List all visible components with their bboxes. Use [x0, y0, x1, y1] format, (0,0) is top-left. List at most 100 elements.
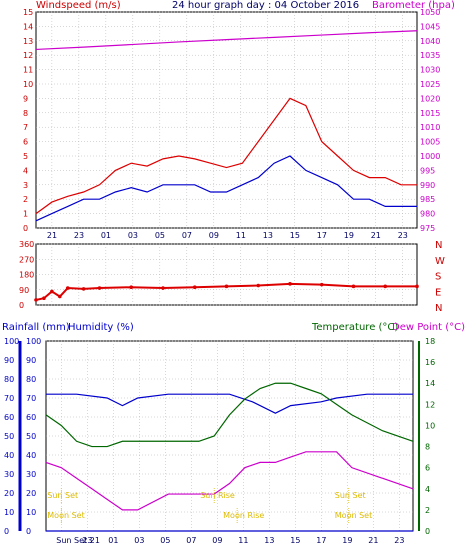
- panel3-x-tick-label: Sun Set 21: [56, 536, 100, 545]
- panel1-right-axis-title: Barometer (hpa): [372, 0, 455, 11]
- panel1-y-right-tick-label: 975: [420, 224, 435, 233]
- panel1-y-left-tick-label: 9: [23, 94, 28, 103]
- rainfall-tick-label: 0: [4, 527, 9, 536]
- panel2-y-tick-label: 180: [19, 271, 34, 280]
- rainfall-tick-label: 30: [4, 470, 14, 479]
- rainfall-tick-label: 10: [4, 508, 14, 517]
- temperature-tick-label: 10: [425, 421, 435, 430]
- panel2-compass-label: E: [435, 287, 441, 298]
- rainfall-tick-label: 80: [4, 375, 14, 384]
- panel3-x-tick-label: 09: [212, 536, 222, 545]
- humidity-tick-label: 30: [26, 470, 36, 479]
- wind-direction-trace: [35, 282, 417, 301]
- panel1-x-tick-label: 11: [236, 231, 246, 240]
- panel1-x-tick-label: 17: [317, 231, 327, 240]
- astro-annotation-label: Moon Set: [47, 511, 84, 520]
- panel1-y-right-tick-label: 1045: [420, 22, 440, 31]
- panel1-y-left-tick-label: 2: [23, 195, 28, 204]
- panel3-x-tick-label: 23: [394, 536, 404, 545]
- panel1-x-tick-label: 21: [47, 231, 57, 240]
- rainfall-tick-label: 50: [4, 432, 14, 441]
- panel3-x-tick-label: 17: [316, 536, 326, 545]
- panel1-y-right-tick-label: 1015: [420, 109, 440, 118]
- panel1-y-right-tick-label: 1050: [420, 8, 440, 17]
- humidity-tick-label: 10: [26, 508, 36, 517]
- humidity-tick-label: 20: [26, 489, 36, 498]
- rainfall-tick-label: 70: [4, 394, 14, 403]
- panel1-y-right-tick-label: 1030: [420, 66, 440, 75]
- panel1-y-left-tick-label: 15: [23, 8, 33, 17]
- windspeed-line: [35, 97, 417, 215]
- panel1-x-tick-label: 01: [101, 231, 111, 240]
- humidity-tick-label: 80: [26, 375, 36, 384]
- humidity-tick-label: 70: [26, 394, 36, 403]
- panel3-x-tick-label: 03: [134, 536, 144, 545]
- panel1-y-left-tick-label: 7: [23, 123, 28, 132]
- rainfall-tick-label: 40: [4, 451, 14, 460]
- temperature-tick-label: 8: [425, 443, 430, 452]
- panel2-compass-label: N: [435, 240, 442, 251]
- panel1-y-right-tick-label: 995: [420, 166, 435, 175]
- temperature-tick-label: 12: [425, 400, 435, 409]
- panel2-compass-label: S: [435, 272, 441, 283]
- panel1-y-right-tick-label: 1020: [420, 94, 440, 103]
- panel1-y-left-tick-label: 13: [23, 37, 33, 46]
- panel1-y-left-tick-label: 14: [23, 22, 33, 31]
- temperature-tick-label: 0: [425, 527, 430, 536]
- temperature-tick-label: 16: [425, 358, 435, 367]
- panel2-y-tick-label: 270: [19, 255, 34, 264]
- panel3-x-tick-label: 19: [342, 536, 352, 545]
- rainfall-tick-label: 100: [4, 337, 19, 346]
- panel1-y-left-tick-label: 0: [23, 224, 28, 233]
- panel1-frame: [35, 11, 418, 229]
- panel1-x-tick-label: 19: [344, 231, 354, 240]
- panel1-left-axis-title: Windspeed (m/s): [36, 0, 121, 11]
- panel1-x-tick-label: 13: [263, 231, 273, 240]
- panel1-x-tick-label: 07: [182, 231, 192, 240]
- panel1-y-left-tick-label: 4: [23, 166, 28, 175]
- dewpoint-line: [45, 451, 414, 511]
- panel3-x-tick-label: 07: [186, 536, 196, 545]
- panel1-x-tick-label: 21: [371, 231, 381, 240]
- humidity-tick-label: 100: [26, 337, 41, 346]
- astro-annotation-label: Sun Rise: [200, 491, 235, 500]
- panel2-compass-label: N: [435, 303, 442, 314]
- panel1-y-right-tick-label: 990: [420, 181, 435, 190]
- humidity-tick-label: 60: [26, 413, 36, 422]
- panel1-y-left-tick-label: 6: [23, 138, 28, 147]
- panel1-y-right-tick-label: 1010: [420, 123, 440, 132]
- rainfall-tick-label: 60: [4, 413, 14, 422]
- panel1-x-tick-label: 05: [155, 231, 165, 240]
- panel2-compass-label: W: [435, 256, 445, 267]
- panel1-y-right-tick-label: 1035: [420, 51, 440, 60]
- humidity-axis-title: Humidity (%): [68, 322, 134, 333]
- panel1-y-left-tick-label: 3: [23, 181, 28, 190]
- panel3-x-tick-label: 21: [368, 536, 378, 545]
- panel1-y-right-tick-label: 985: [420, 195, 435, 204]
- temperature-line: [45, 382, 414, 448]
- humidity-tick-label: 90: [26, 356, 36, 365]
- rainfall-axis-title: Rainfall (mm): [2, 322, 70, 333]
- panel1-x-tick-label: 23: [398, 231, 408, 240]
- panel3-x-tick-label: 05: [160, 536, 170, 545]
- panel1-y-left-tick-label: 1: [23, 210, 28, 219]
- rainfall-tick-label: 90: [4, 356, 14, 365]
- astro-annotation-label: Moon Set: [335, 511, 372, 520]
- panel3-x-tick-label: 13: [264, 536, 274, 545]
- astro-annotation-label: Sun Set: [47, 491, 78, 500]
- panel1-title: 24 hour graph day : 04 October 2016: [172, 0, 359, 11]
- humidity-tick-label: 40: [26, 451, 36, 460]
- panel3-x-tick-label: 11: [238, 536, 248, 545]
- astro-annotation-label: Sun Set: [335, 491, 366, 500]
- temperature-tick-label: 4: [425, 485, 430, 494]
- panel1-x-tick-label: 23: [74, 231, 84, 240]
- temperature-tick-label: 18: [425, 337, 435, 346]
- panel1-y-left-tick-label: 12: [23, 51, 33, 60]
- panel1-y-right-tick-label: 980: [420, 210, 435, 219]
- wind-average-line: [35, 155, 417, 222]
- humidity-line: [46, 393, 413, 414]
- rainfall-tick-label: 20: [4, 489, 14, 498]
- panel2-y-tick-label: 0: [19, 301, 24, 310]
